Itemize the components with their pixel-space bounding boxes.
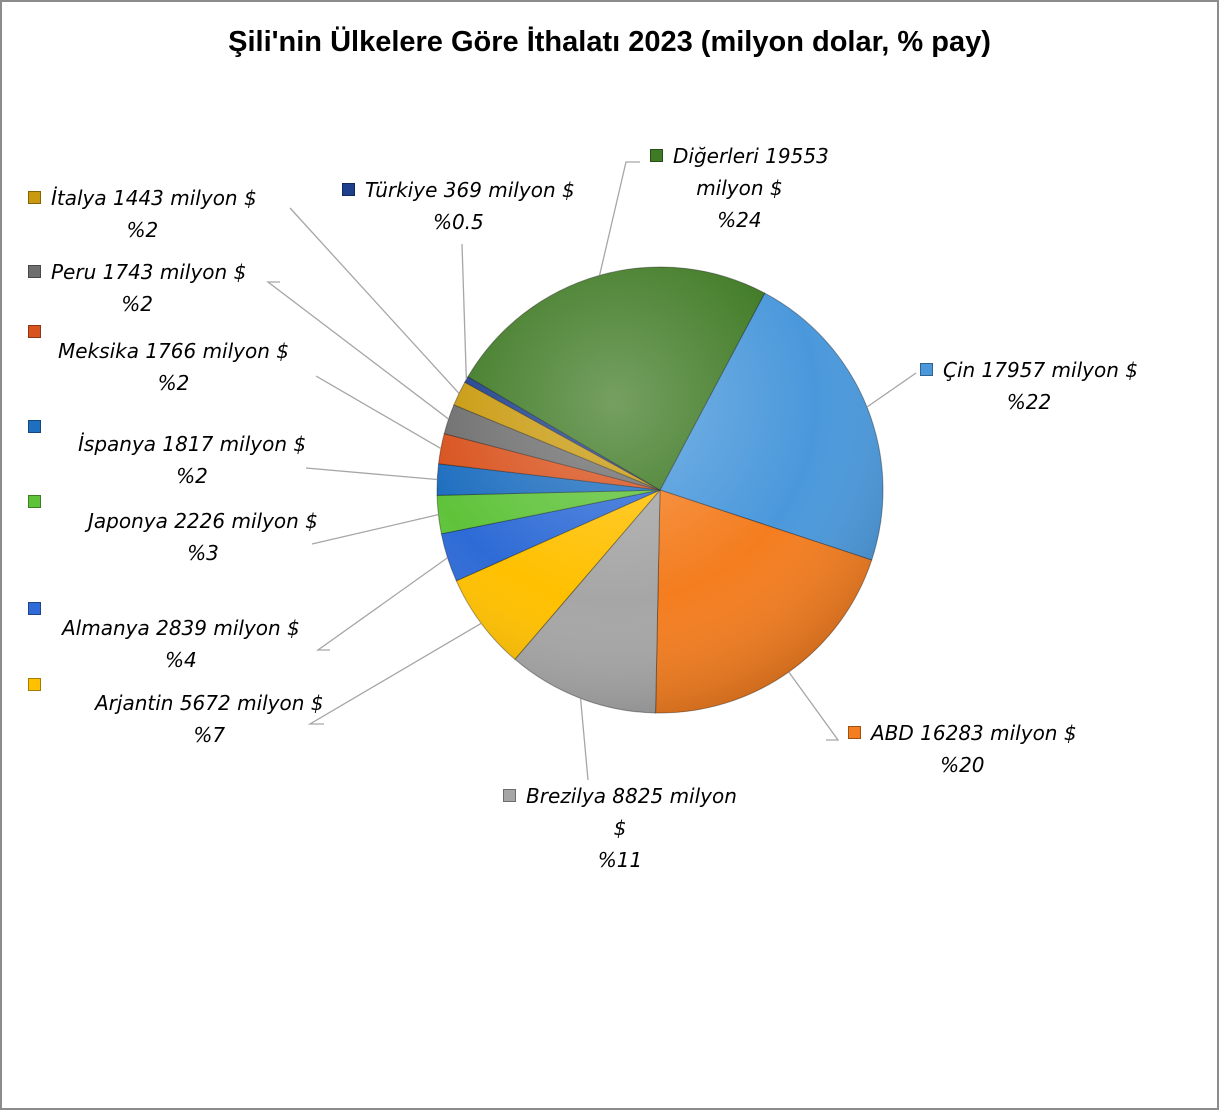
chart-title: Şili'nin Ülkelere Göre İthalatı 2023 (mi… xyxy=(228,26,991,58)
data-label-arjantin: Arjantin 5672 milyon $ %7 xyxy=(95,687,324,751)
label-arjantin-text: Arjantin 5672 milyon $ xyxy=(95,691,324,715)
data-label-italya: İtalya 1443 milyon $ %2 xyxy=(28,182,257,246)
leader-line-digerleri xyxy=(598,161,640,276)
legend-key-japonya xyxy=(28,495,41,508)
label-brezilya-unit: $ xyxy=(613,816,627,840)
data-label-meksika: Meksika 1766 milyon $ %2 xyxy=(58,335,289,399)
legend-key-almanya xyxy=(28,602,41,615)
data-label-turkiye: Türkiye 369 milyon $ %0.5 xyxy=(342,174,575,238)
legend-key-cin xyxy=(920,363,933,376)
data-label-cin: Çin 17957 milyon $ %22 xyxy=(920,354,1138,418)
data-label-japonya: Japonya 2226 milyon $ %3 xyxy=(88,505,318,569)
label-ispanya-percent: %2 xyxy=(176,464,208,488)
leader-line-italya xyxy=(289,207,460,394)
data-label-almanya: Almanya 2839 milyon $ %4 xyxy=(62,612,300,676)
legend-key-digerleri xyxy=(650,149,663,162)
leader-line-meksika xyxy=(315,375,442,450)
leader-line-brezilya xyxy=(579,698,589,781)
label-brezilya-text: Brezilya 8825 milyon xyxy=(526,784,737,808)
label-italya-text: İtalya 1443 milyon $ xyxy=(51,186,257,210)
legend-key-italya xyxy=(28,191,41,204)
label-digerleri-percent: %24 xyxy=(717,208,762,232)
label-abd-text: ABD 16283 milyon $ xyxy=(871,721,1077,745)
data-label-digerleri: Diğerleri 19553 milyon $ %24 xyxy=(650,140,829,236)
label-cin-text: Çin 17957 milyon $ xyxy=(943,358,1138,382)
label-abd-percent: %20 xyxy=(940,753,985,777)
label-cin-percent: %22 xyxy=(1006,390,1052,414)
legend-key-brezilya xyxy=(503,789,516,802)
label-peru-text: Peru 1743 milyon $ xyxy=(51,260,247,284)
label-brezilya-percent: %11 xyxy=(597,848,643,872)
label-almanya-percent: %4 xyxy=(165,648,197,672)
label-turkiye-percent: %0.5 xyxy=(432,210,484,234)
leader-line-arjantin xyxy=(307,622,482,725)
legend-key-ispanya xyxy=(28,420,41,433)
legend-key-peru xyxy=(28,265,41,278)
data-label-peru: Peru 1743 milyon $ %2 xyxy=(28,256,246,320)
legend-key-arjantin xyxy=(28,678,41,691)
data-label-brezilya: Brezilya 8825 milyon $ %11 xyxy=(503,780,737,876)
label-almanya-text: Almanya 2839 milyon $ xyxy=(62,616,300,640)
leader-line-abd xyxy=(788,671,840,741)
leader-line-japonya xyxy=(311,514,439,545)
label-japonya-percent: %3 xyxy=(187,541,219,565)
data-label-abd: ABD 16283 milyon $ %20 xyxy=(848,717,1077,781)
label-japonya-text: Japonya 2226 milyon $ xyxy=(88,509,318,533)
leader-line-peru xyxy=(266,281,449,420)
label-meksika-percent: %2 xyxy=(157,371,190,395)
label-turkiye-text: Türkiye 369 milyon $ xyxy=(365,178,575,202)
leader-line-ispanya xyxy=(305,467,438,481)
label-digerleri-unit: milyon $ xyxy=(696,176,783,200)
leader-line-almanya xyxy=(315,557,448,651)
label-italya-percent: %2 xyxy=(126,218,159,242)
label-arjantin-percent: %7 xyxy=(193,723,226,747)
label-digerleri-text: Diğerleri 19553 xyxy=(673,144,829,168)
label-peru-percent: %2 xyxy=(121,292,154,316)
data-label-ispanya: İspanya 1817 milyon $ %2 xyxy=(78,428,306,492)
label-meksika-text: Meksika 1766 milyon $ xyxy=(58,339,289,363)
leader-line-cin xyxy=(866,372,917,408)
leader-line-turkiye xyxy=(461,243,467,380)
legend-key-abd xyxy=(848,726,861,739)
legend-key-turkiye xyxy=(342,183,355,196)
legend-key-meksika xyxy=(28,325,41,338)
label-ispanya-text: İspanya 1817 milyon $ xyxy=(78,432,307,456)
